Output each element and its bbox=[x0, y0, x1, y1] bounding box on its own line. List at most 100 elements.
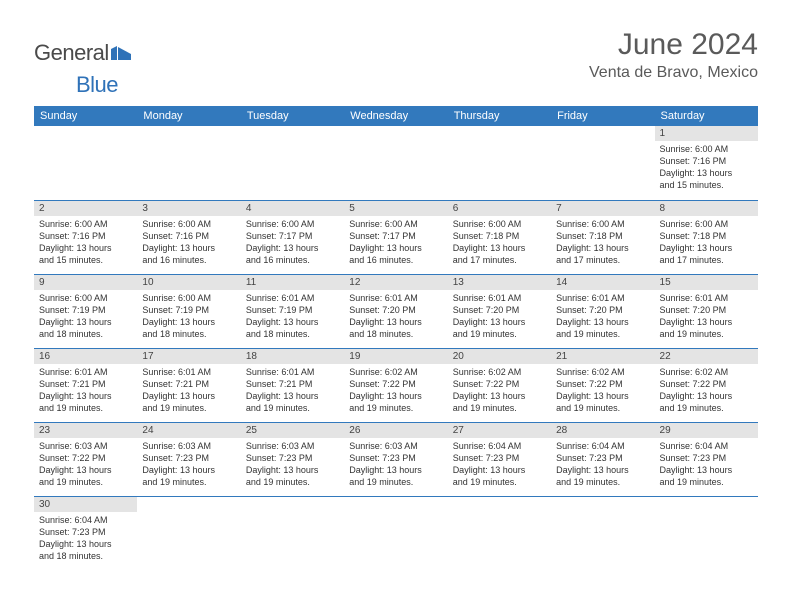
day-body: Sunrise: 6:03 AMSunset: 7:23 PMDaylight:… bbox=[241, 438, 344, 493]
day-number: 18 bbox=[241, 349, 344, 364]
calendar-cell: 21Sunrise: 6:02 AMSunset: 7:22 PMDayligh… bbox=[551, 348, 654, 422]
day-body: Sunrise: 6:01 AMSunset: 7:19 PMDaylight:… bbox=[241, 290, 344, 345]
day-number: 21 bbox=[551, 349, 654, 364]
calendar-row: 16Sunrise: 6:01 AMSunset: 7:21 PMDayligh… bbox=[34, 348, 758, 422]
calendar-body: 1 Sunrise: 6:00 AMSunset: 7:16 PMDaylight… bbox=[34, 126, 758, 570]
calendar-cell bbox=[448, 126, 551, 200]
calendar-cell: 19Sunrise: 6:02 AMSunset: 7:22 PMDayligh… bbox=[344, 348, 447, 422]
calendar-cell: 26Sunrise: 6:03 AMSunset: 7:23 PMDayligh… bbox=[344, 422, 447, 496]
day-number: 17 bbox=[137, 349, 240, 364]
logo-word-general: General bbox=[34, 40, 109, 65]
calendar-cell: 2Sunrise: 6:00 AMSunset: 7:16 PMDaylight… bbox=[34, 200, 137, 274]
day-body: Sunrise: 6:00 AMSunset: 7:18 PMDaylight:… bbox=[655, 216, 758, 271]
calendar-cell: 18Sunrise: 6:01 AMSunset: 7:21 PMDayligh… bbox=[241, 348, 344, 422]
weekday-header-row: SundayMondayTuesdayWednesdayThursdayFrid… bbox=[34, 106, 758, 126]
day-number: 6 bbox=[448, 201, 551, 216]
calendar-cell bbox=[241, 496, 344, 570]
calendar-cell bbox=[34, 126, 137, 200]
calendar-cell: 7Sunrise: 6:00 AMSunset: 7:18 PMDaylight… bbox=[551, 200, 654, 274]
day-number: 13 bbox=[448, 275, 551, 290]
weekday-header: Monday bbox=[137, 106, 240, 126]
day-body: Sunrise: 6:00 AMSunset: 7:18 PMDaylight:… bbox=[448, 216, 551, 271]
day-body: Sunrise: 6:04 AMSunset: 7:23 PMDaylight:… bbox=[655, 438, 758, 493]
day-body: Sunrise: 6:00 AMSunset: 7:19 PMDaylight:… bbox=[137, 290, 240, 345]
day-number: 22 bbox=[655, 349, 758, 364]
day-body: Sunrise: 6:01 AMSunset: 7:20 PMDaylight:… bbox=[344, 290, 447, 345]
day-body: Sunrise: 6:02 AMSunset: 7:22 PMDaylight:… bbox=[655, 364, 758, 419]
day-body: Sunrise: 6:00 AMSunset: 7:16 PMDaylight:… bbox=[137, 216, 240, 271]
calendar-cell: 25Sunrise: 6:03 AMSunset: 7:23 PMDayligh… bbox=[241, 422, 344, 496]
calendar-row: 23Sunrise: 6:03 AMSunset: 7:22 PMDayligh… bbox=[34, 422, 758, 496]
day-body: Sunrise: 6:03 AMSunset: 7:22 PMDaylight:… bbox=[34, 438, 137, 493]
day-body: Sunrise: 6:01 AMSunset: 7:20 PMDaylight:… bbox=[655, 290, 758, 345]
day-number: 9 bbox=[34, 275, 137, 290]
weekday-header: Sunday bbox=[34, 106, 137, 126]
day-body: Sunrise: 6:00 AMSunset: 7:17 PMDaylight:… bbox=[241, 216, 344, 271]
calendar-cell bbox=[241, 126, 344, 200]
calendar-cell: 10Sunrise: 6:00 AMSunset: 7:19 PMDayligh… bbox=[137, 274, 240, 348]
calendar-cell: 28Sunrise: 6:04 AMSunset: 7:23 PMDayligh… bbox=[551, 422, 654, 496]
calendar-cell: 16Sunrise: 6:01 AMSunset: 7:21 PMDayligh… bbox=[34, 348, 137, 422]
day-number: 1 bbox=[655, 126, 758, 141]
calendar-cell bbox=[344, 496, 447, 570]
day-number: 5 bbox=[344, 201, 447, 216]
day-body: Sunrise: 6:02 AMSunset: 7:22 PMDaylight:… bbox=[551, 364, 654, 419]
day-body: Sunrise: 6:00 AMSunset: 7:19 PMDaylight:… bbox=[34, 290, 137, 345]
calendar-cell: 29Sunrise: 6:04 AMSunset: 7:23 PMDayligh… bbox=[655, 422, 758, 496]
weekday-header: Wednesday bbox=[344, 106, 447, 126]
day-number: 15 bbox=[655, 275, 758, 290]
day-body: Sunrise: 6:02 AMSunset: 7:22 PMDaylight:… bbox=[344, 364, 447, 419]
day-number: 26 bbox=[344, 423, 447, 438]
weekday-header: Friday bbox=[551, 106, 654, 126]
calendar-cell: 30Sunrise: 6:04 AMSunset: 7:23 PMDayligh… bbox=[34, 496, 137, 570]
day-number: 19 bbox=[344, 349, 447, 364]
day-body: Sunrise: 6:04 AMSunset: 7:23 PMDaylight:… bbox=[34, 512, 137, 567]
day-body: Sunrise: 6:01 AMSunset: 7:21 PMDaylight:… bbox=[241, 364, 344, 419]
calendar-cell bbox=[655, 496, 758, 570]
day-body: Sunrise: 6:00 AMSunset: 7:16 PMDaylight:… bbox=[34, 216, 137, 271]
day-body: Sunrise: 6:03 AMSunset: 7:23 PMDaylight:… bbox=[344, 438, 447, 493]
calendar-cell: 23Sunrise: 6:03 AMSunset: 7:22 PMDayligh… bbox=[34, 422, 137, 496]
day-number: 16 bbox=[34, 349, 137, 364]
day-number: 20 bbox=[448, 349, 551, 364]
logo: General Blue bbox=[34, 28, 133, 98]
day-number: 28 bbox=[551, 423, 654, 438]
calendar-cell: 17Sunrise: 6:01 AMSunset: 7:21 PMDayligh… bbox=[137, 348, 240, 422]
day-number: 25 bbox=[241, 423, 344, 438]
day-number: 2 bbox=[34, 201, 137, 216]
day-number: 8 bbox=[655, 201, 758, 216]
calendar-cell: 13Sunrise: 6:01 AMSunset: 7:20 PMDayligh… bbox=[448, 274, 551, 348]
month-title: June 2024 bbox=[589, 28, 758, 62]
logo-word-blue: Blue bbox=[76, 72, 118, 97]
calendar-row: 30Sunrise: 6:04 AMSunset: 7:23 PMDayligh… bbox=[34, 496, 758, 570]
calendar-cell bbox=[551, 126, 654, 200]
day-body: Sunrise: 6:00 AMSunset: 7:18 PMDaylight:… bbox=[551, 216, 654, 271]
calendar-cell: 3Sunrise: 6:00 AMSunset: 7:16 PMDaylight… bbox=[137, 200, 240, 274]
day-number: 4 bbox=[241, 201, 344, 216]
calendar-cell: 20Sunrise: 6:02 AMSunset: 7:22 PMDayligh… bbox=[448, 348, 551, 422]
day-body: Sunrise: 6:01 AMSunset: 7:21 PMDaylight:… bbox=[34, 364, 137, 419]
day-number: 24 bbox=[137, 423, 240, 438]
location: Venta de Bravo, Mexico bbox=[589, 64, 758, 82]
calendar-cell bbox=[448, 496, 551, 570]
logo-text: General Blue bbox=[34, 40, 133, 98]
day-number: 10 bbox=[137, 275, 240, 290]
day-number: 23 bbox=[34, 423, 137, 438]
calendar-cell: 14Sunrise: 6:01 AMSunset: 7:20 PMDayligh… bbox=[551, 274, 654, 348]
calendar-cell: 9Sunrise: 6:00 AMSunset: 7:19 PMDaylight… bbox=[34, 274, 137, 348]
calendar-cell bbox=[344, 126, 447, 200]
flag-icon bbox=[111, 40, 133, 66]
day-body: Sunrise: 6:03 AMSunset: 7:23 PMDaylight:… bbox=[137, 438, 240, 493]
calendar-cell bbox=[551, 496, 654, 570]
calendar-row: 2Sunrise: 6:00 AMSunset: 7:16 PMDaylight… bbox=[34, 200, 758, 274]
day-number: 14 bbox=[551, 275, 654, 290]
header: General Blue June 2024 Venta de Bravo, Me… bbox=[34, 28, 758, 98]
calendar-cell: 8Sunrise: 6:00 AMSunset: 7:18 PMDaylight… bbox=[655, 200, 758, 274]
day-number: 29 bbox=[655, 423, 758, 438]
calendar-cell: 6Sunrise: 6:00 AMSunset: 7:18 PMDaylight… bbox=[448, 200, 551, 274]
calendar-cell: 27Sunrise: 6:04 AMSunset: 7:23 PMDayligh… bbox=[448, 422, 551, 496]
day-number: 12 bbox=[344, 275, 447, 290]
calendar-cell: 11Sunrise: 6:01 AMSunset: 7:19 PMDayligh… bbox=[241, 274, 344, 348]
day-number: 7 bbox=[551, 201, 654, 216]
day-body: Sunrise: 6:01 AMSunset: 7:21 PMDaylight:… bbox=[137, 364, 240, 419]
